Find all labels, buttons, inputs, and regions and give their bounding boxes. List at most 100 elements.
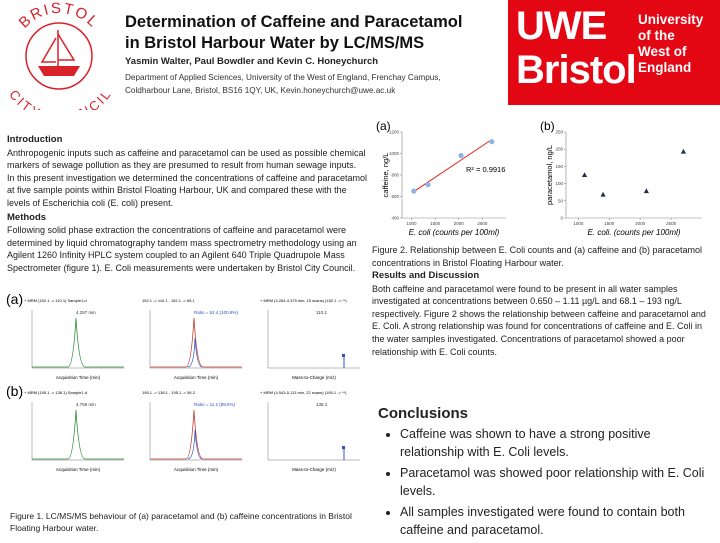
x-tick-label: 1000	[573, 221, 584, 226]
x-tick-label: 2000	[635, 221, 646, 226]
bullet: Paracetamol was showed poor relationship…	[400, 465, 708, 500]
peak	[150, 317, 242, 368]
y-tick-label: 600	[391, 194, 399, 199]
uwe-name: of the	[638, 28, 675, 43]
peak	[32, 317, 124, 368]
y-axis-label: caffeine, ng/L	[381, 153, 390, 198]
point	[458, 153, 464, 159]
panel-label: (b)	[540, 119, 555, 133]
point	[600, 191, 606, 197]
point	[425, 182, 431, 188]
x-tick-label: 2500	[666, 221, 677, 226]
logo-text: CITY COUNCIL	[6, 87, 114, 110]
y-tick-label: 1000	[389, 151, 400, 156]
paragraph: Anthropogenic inputs such as caffeine an…	[7, 147, 366, 171]
peak	[187, 429, 203, 460]
bullet: All samples investigated were found to c…	[400, 504, 708, 539]
plot-title: 195.1 -> 138.1 , 195.1 -> 56.2	[142, 390, 196, 395]
logo-sails	[40, 30, 76, 66]
affiliation-line: Coldharbour Lane, Bristol, BS16 1QY, UK,…	[125, 86, 396, 95]
logo-top: BRISTOL	[16, 0, 101, 32]
figure-1: (a) + MRM (152.1 -> 110.1) Sample1.d 4.297…	[6, 291, 360, 472]
point	[680, 148, 687, 154]
x-axis-label: Acquisition Time (min)	[56, 375, 101, 380]
section-heading: Introduction	[7, 134, 63, 145]
figure-caption: Figure 2. Relationship between E. Coli c…	[372, 245, 703, 268]
plot-note: Ratio = 11.2 (89.5%)	[194, 402, 236, 407]
y-tick-label: 150	[555, 164, 563, 169]
y-tick-label: 800	[391, 173, 399, 178]
title: Determination of Caffeine and Paracetamo…	[125, 12, 462, 54]
x-tick-label: 1500	[430, 221, 441, 226]
affiliation-line: Department of Applied Sciences, Universi…	[125, 73, 441, 82]
x-axis-label: Mass-to-Charge (m/z)	[292, 467, 336, 472]
title-line: Determination of Caffeine and Paracetamo…	[125, 13, 463, 31]
y-axis-label: paracetamol, ng/L	[545, 145, 554, 205]
x-axis-label: Acquisition Time (min)	[174, 375, 219, 380]
y-tick-label: 200	[555, 147, 563, 152]
plot-title: + MRM (4.543-5.113 min, 22 scans) (195.1…	[260, 390, 347, 395]
paragraph: In this present investigation we determi…	[7, 172, 368, 208]
x-axis-label: E. coli. (counts per 100ml)	[588, 228, 681, 237]
section-heading: Results and Discussion	[372, 270, 480, 281]
peak	[32, 409, 124, 460]
y-tick-label: 0	[560, 216, 563, 221]
conclusions: Conclusions Caffeine was shown to have a…	[378, 405, 708, 543]
y-tick-label: 1200	[389, 130, 400, 135]
affiliation: Department of Applied Sciences, Universi…	[125, 71, 441, 97]
annotation: R² = 0.9916	[466, 165, 505, 174]
x-tick-label: 2000	[454, 221, 465, 226]
x-axis-label: Acquisition Time (min)	[174, 467, 219, 472]
section-heading: Conclusions	[378, 405, 469, 422]
x-axis-label: Acquisition Time (min)	[56, 467, 101, 472]
spectrum-dot	[342, 446, 345, 449]
x-axis-label: Mass-to-Charge (m/z)	[292, 375, 336, 380]
plot-title: + MRM (4.264-4.375 min, 15 scans) (152.1…	[260, 298, 347, 303]
point	[489, 139, 495, 145]
paragraph: Following solid phase extraction the con…	[7, 225, 357, 273]
logo-bottom: CITY COUNCIL	[6, 87, 113, 110]
y-tick-label: 250	[555, 130, 563, 135]
uwe-wordmark: Bristol	[516, 48, 637, 92]
results: Results and Discussion Both caffeine and…	[372, 270, 712, 358]
section-heading: Methods	[7, 211, 47, 223]
plot-note: 138.1	[316, 402, 328, 407]
x-tick-label: 1000	[406, 221, 417, 226]
authors: Yasmin Walter, Paul Bowdler and Kevin C.…	[125, 56, 379, 67]
point	[581, 172, 588, 177]
plot-note: 4.297 min	[76, 310, 96, 315]
uwe-logo: UWE Bristol University of the West of En…	[508, 0, 720, 105]
spectrum-dot	[342, 354, 345, 357]
plot-title: + MRM (152.1 -> 110.1) Sample1.d	[24, 298, 87, 303]
uwe-name: England	[638, 60, 692, 75]
paragraph: Both caffeine and paracetamol were found…	[372, 283, 706, 357]
x-tick-label: 1500	[604, 221, 615, 226]
figure-caption: Figure 1. LC/MS/MS behaviour of (a) para…	[10, 511, 352, 533]
plot-note: 4.766 min	[76, 402, 96, 407]
bullet-list: Caffeine was shown to have a strong posi…	[378, 426, 708, 539]
plot-title: + MRM (195.1 -> 138.1) Sample1.d	[24, 390, 87, 395]
x-tick-label: 2500	[477, 221, 488, 226]
bristol-logo: BRISTOL CITY COUNCIL	[6, 0, 114, 110]
panel-label: (a)	[376, 119, 391, 133]
uwe-wordmark: UWE	[516, 4, 607, 48]
point	[643, 188, 649, 194]
panel-label: (a)	[6, 291, 23, 307]
y-tick-label: 400	[391, 216, 399, 221]
x-axis-label: E. coli (counts per 100ml)	[409, 228, 500, 237]
y-tick-label: 100	[555, 181, 563, 186]
intro-methods: Introduction Anthropogenic inputs such a…	[7, 134, 369, 275]
y-tick-label: 50	[558, 198, 564, 203]
plot-title: 152.1 -> 110.1 , 152.1 -> 65.1	[142, 298, 195, 303]
uwe-name: University	[638, 12, 704, 27]
bullet: Caffeine was shown to have a strong posi…	[400, 426, 708, 461]
point	[411, 188, 417, 194]
panel-label: (b)	[6, 383, 23, 399]
logo-ship	[38, 66, 80, 76]
logo-ring	[25, 22, 93, 90]
logo-text: BRISTOL	[16, 0, 103, 32]
peak	[187, 337, 203, 368]
uwe-name: West of	[638, 44, 687, 59]
